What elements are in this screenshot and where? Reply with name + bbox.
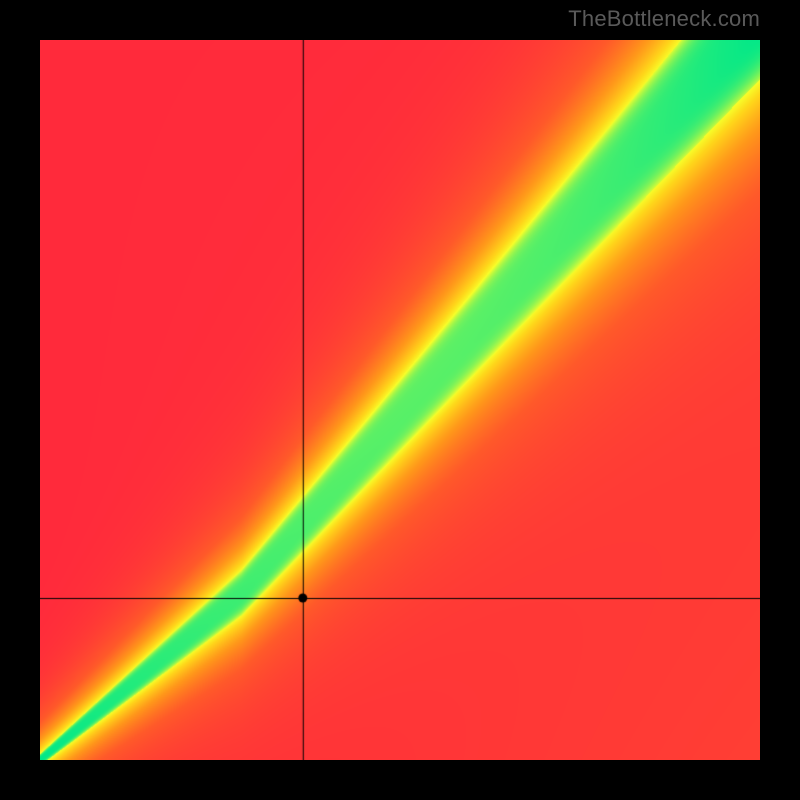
heatmap-canvas [40, 40, 760, 760]
heatmap-plot [40, 40, 760, 760]
watermark-text: TheBottleneck.com [568, 6, 760, 32]
